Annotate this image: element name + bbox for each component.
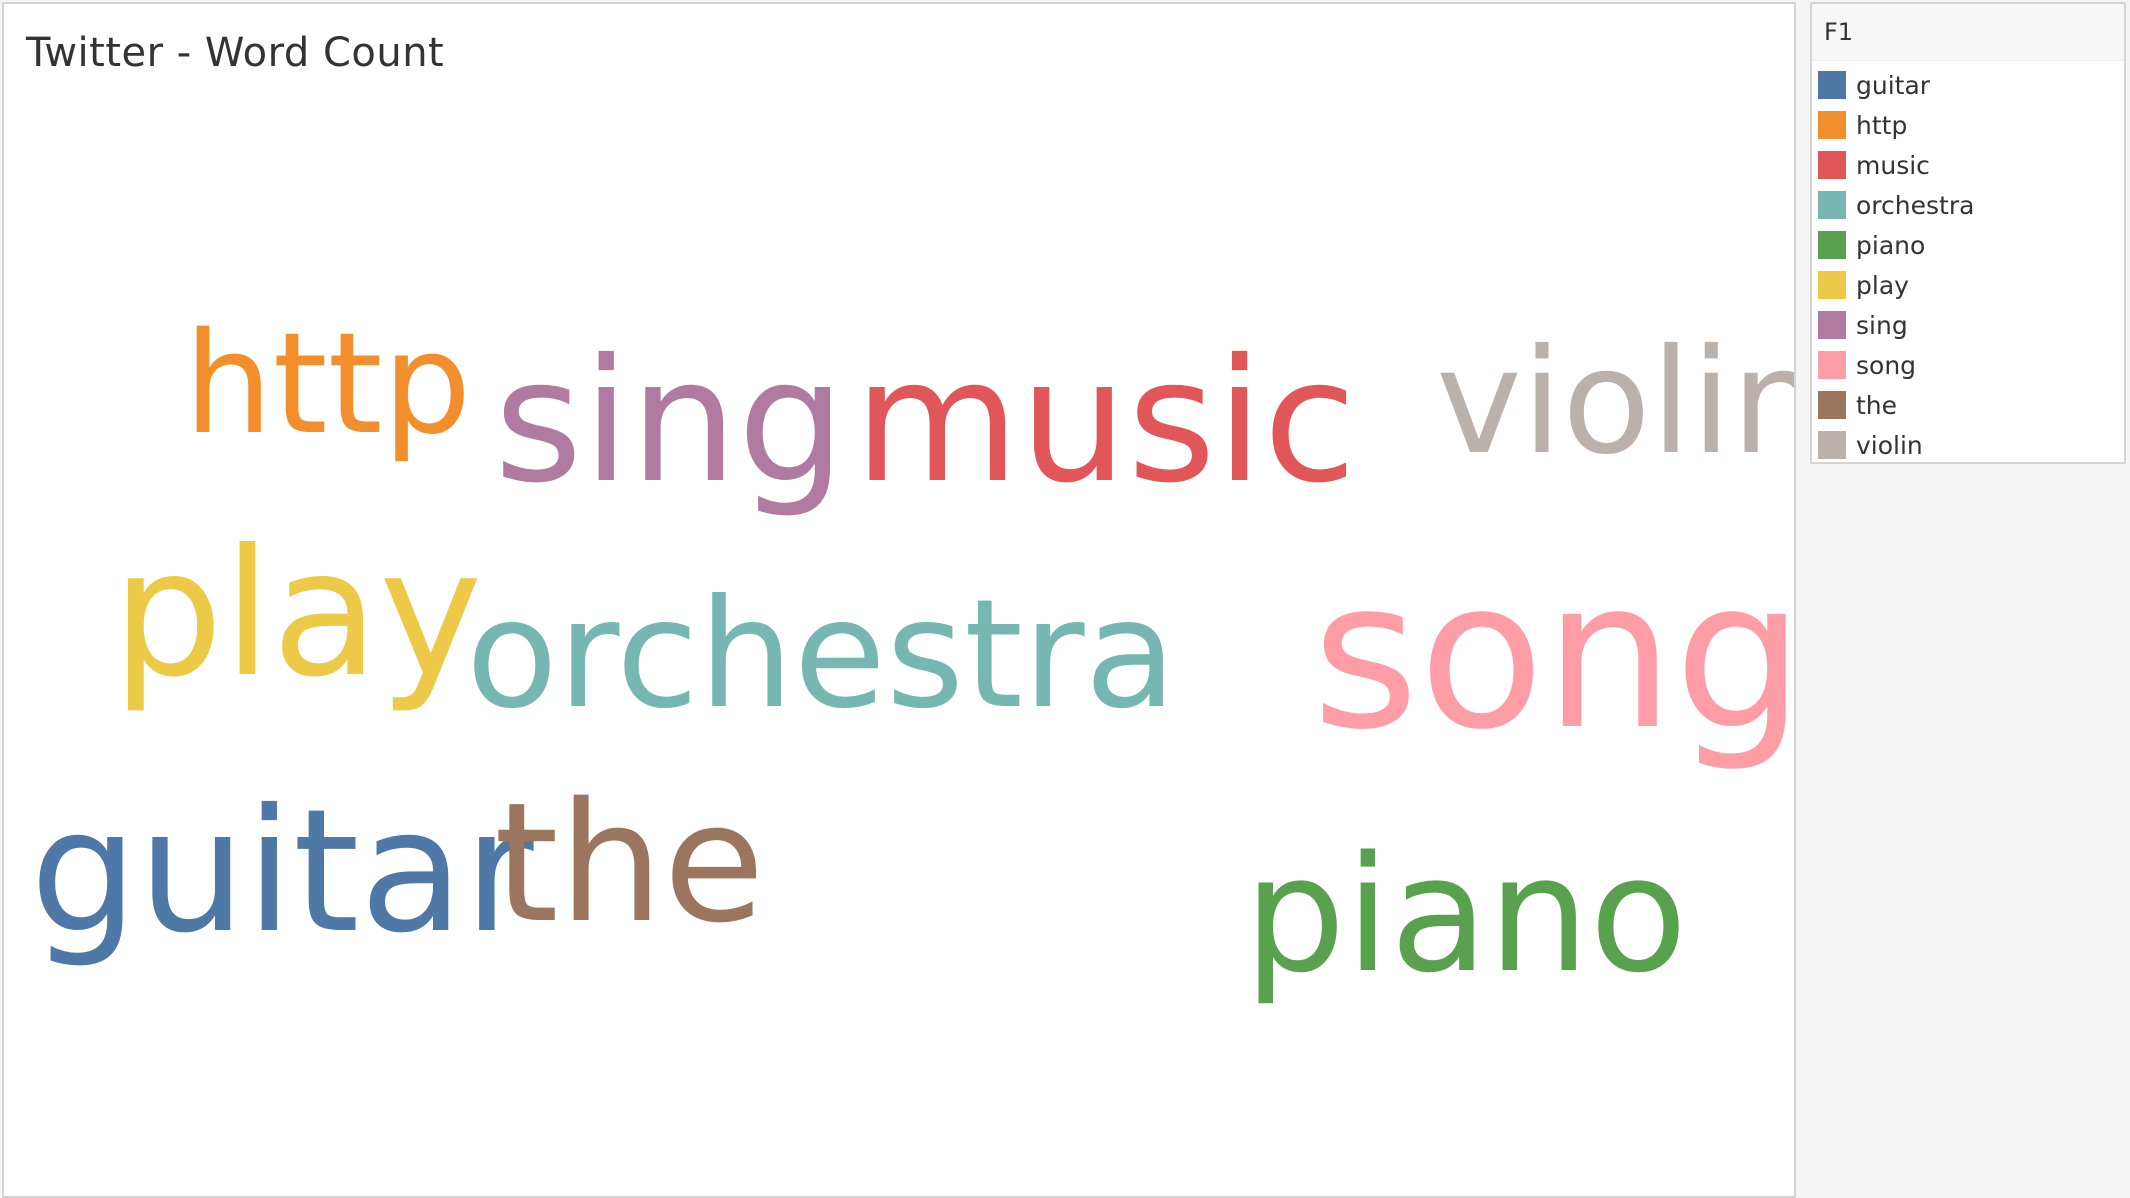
word-song[interactable]: song — [1312, 537, 1794, 775]
legend-item-the[interactable]: the — [1812, 385, 2124, 425]
legend-swatch — [1818, 351, 1846, 379]
word-the[interactable]: the — [494, 767, 765, 959]
legend: F1 guitar http music orchestra piano play sing… — [1810, 2, 2126, 464]
word-piano[interactable]: piano — [1244, 821, 1687, 1008]
legend-swatch — [1818, 151, 1846, 179]
legend-swatch — [1818, 71, 1846, 99]
word-orchestra[interactable]: orchestra — [466, 568, 1177, 742]
legend-label: song — [1856, 350, 1917, 380]
legend-swatch — [1818, 231, 1846, 259]
word-http[interactable]: http — [184, 303, 471, 466]
legend-item-play[interactable]: play — [1812, 265, 2124, 305]
legend-label: guitar — [1856, 70, 1931, 100]
word-cloud-panel: Twitter - Word Count guitar http music orch… — [2, 2, 1796, 1198]
legend-label: orchestra — [1856, 190, 1975, 220]
legend-item-http[interactable]: http — [1812, 105, 2124, 145]
legend-label: music — [1856, 150, 1930, 180]
word-play[interactable]: play — [112, 513, 483, 716]
legend-item-guitar[interactable]: guitar — [1812, 65, 2124, 105]
legend-item-song[interactable]: song — [1812, 345, 2124, 385]
legend-label: sing — [1856, 310, 1908, 340]
legend-swatch — [1818, 391, 1846, 419]
legend-label: violin — [1856, 430, 1923, 460]
legend-list: guitar http music orchestra piano play sing son… — [1812, 61, 2124, 465]
legend-label: the — [1856, 390, 1898, 420]
legend-item-piano[interactable]: piano — [1812, 225, 2124, 265]
legend-swatch — [1818, 111, 1846, 139]
chart-title: Twitter - Word Count — [26, 30, 445, 76]
word-guitar[interactable]: guitar — [30, 773, 534, 971]
legend-title: F1 — [1812, 4, 2124, 61]
legend-item-music[interactable]: music — [1812, 145, 2124, 185]
legend-item-violin[interactable]: violin — [1812, 425, 2124, 465]
legend-swatch — [1818, 311, 1846, 339]
legend-item-sing[interactable]: sing — [1812, 305, 2124, 345]
legend-item-orchestra[interactable]: orchestra — [1812, 185, 2124, 225]
word-sing[interactable]: sing — [494, 323, 845, 521]
legend-label: play — [1856, 270, 1909, 300]
legend-swatch — [1818, 191, 1846, 219]
word-violin[interactable]: violin — [1436, 318, 1794, 487]
legend-swatch — [1818, 431, 1846, 459]
legend-label: http — [1856, 110, 1908, 140]
word-music[interactable]: music — [854, 323, 1357, 521]
legend-swatch — [1818, 271, 1846, 299]
legend-label: piano — [1856, 230, 1926, 260]
